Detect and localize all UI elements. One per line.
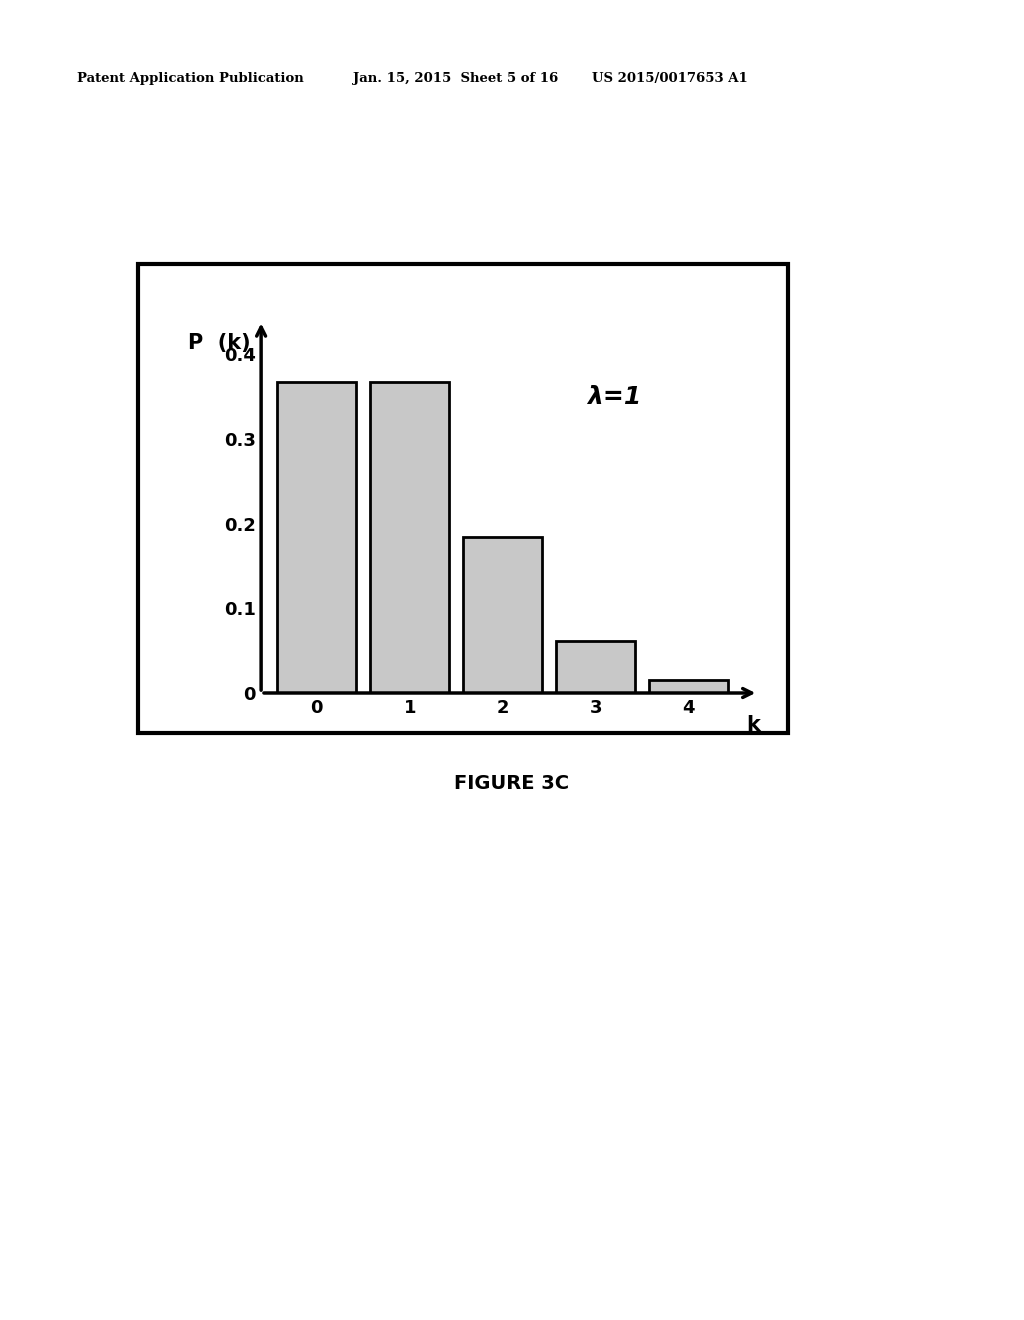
Bar — [278, 381, 356, 693]
Text: Patent Application Publication: Patent Application Publication — [77, 71, 303, 84]
Bar — [649, 680, 728, 693]
Bar — [556, 642, 635, 693]
Text: λ=1: λ=1 — [587, 384, 641, 409]
Text: FIGURE 3C: FIGURE 3C — [455, 775, 569, 793]
Bar — [463, 537, 542, 693]
Bar — [371, 381, 450, 693]
Text: US 2015/0017653 A1: US 2015/0017653 A1 — [592, 71, 748, 84]
Text: Jan. 15, 2015  Sheet 5 of 16: Jan. 15, 2015 Sheet 5 of 16 — [353, 71, 558, 84]
Text: k: k — [746, 715, 761, 735]
Text: P  (k): P (k) — [188, 333, 251, 354]
